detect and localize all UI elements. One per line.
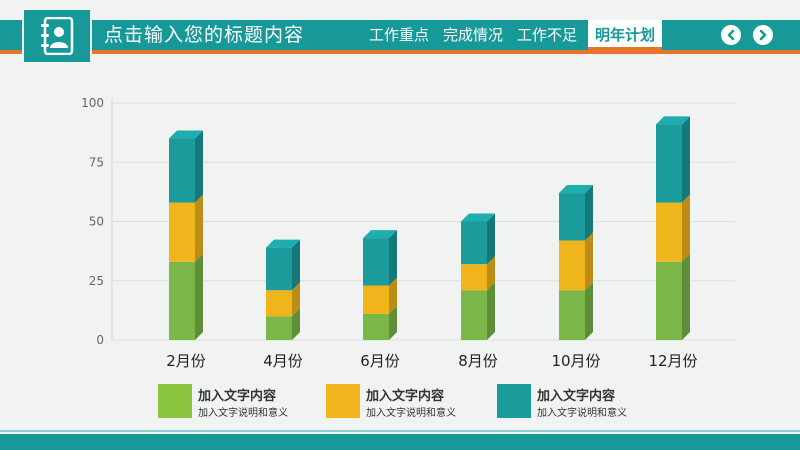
bar-segment-side [292,282,300,317]
bar-segment-side [195,253,203,340]
legend-subtitle-2: 加入文字说明和意义 [366,408,456,419]
bar-segment-side [585,282,593,340]
bar-segment-side [389,230,397,286]
bar-segment [656,124,682,203]
next-button[interactable] [753,25,773,45]
bar-segment [461,221,487,265]
y-tick-label: 50 [89,215,104,229]
prev-button[interactable] [721,25,741,45]
bar-segment [559,193,585,241]
bar-segment [559,290,585,340]
tab-completion-status[interactable]: 完成情况 [443,26,504,44]
x-tick-label: 12月份 [648,352,697,370]
legend-swatch-green [158,384,192,418]
bar-segment [363,313,389,340]
footer-bar [0,434,800,450]
bar-segment [363,238,389,286]
legend-swatch-teal [497,384,531,418]
bar-top-face [461,213,495,222]
bar-segment [656,202,682,262]
bar-segment-side [195,130,203,203]
tab-work-focus[interactable]: 工作重点 [369,26,430,44]
bar-top-face [363,230,397,239]
header-bar [0,20,800,50]
bar-segment-side [682,253,690,340]
bar-segment [266,316,292,340]
bar-segment-side [195,194,203,262]
tab-shortcomings[interactable]: 工作不足 [517,26,578,44]
bar-segment-side [292,239,300,291]
legend-swatch-yellow [326,384,360,418]
legend-subtitle-3: 加入文字说明和意义 [537,408,627,419]
bar-segment-side [487,282,495,340]
x-tick-label: 4月份 [263,352,303,370]
x-tick-label: 6月份 [360,352,400,370]
nav-tabs: 工作重点 完成情况 工作不足 明年计划 [362,20,663,50]
bar-segment-side [487,213,495,265]
y-tick-label: 100 [81,96,104,110]
bar-top-face [169,130,203,139]
bar-segment-side [682,194,690,262]
page-title: 点击输入您的标题内容 [104,24,305,46]
bar-segment [266,247,292,291]
bar-segment [169,261,195,340]
bar-segment [656,261,682,340]
bar-segment-side [292,308,300,340]
header-accent-line [0,50,800,54]
bar-segment [169,138,195,203]
x-tick-label: 8月份 [458,352,498,370]
bar-segment-side [389,305,397,340]
bar-segment [461,264,487,291]
y-tick-label: 75 [89,155,104,169]
y-tick-label: 0 [96,333,104,347]
bar-segment [461,290,487,340]
bar-top-face [559,185,593,194]
y-tick-label: 25 [89,274,104,288]
tab-next-year-plan[interactable]: 明年计划 [588,20,663,50]
bar-segment-side [389,277,397,314]
chart-legend: 加入文字内容 加入文字说明和意义 加入文字内容 加入文字说明和意义 加入文字内容… [0,384,800,424]
contact-book-icon [22,8,92,64]
footer-line [0,430,800,432]
legend-title-3: 加入文字内容 [537,389,616,404]
bar-top-face [266,239,300,248]
bar-segment [559,240,585,291]
x-tick-label: 2月份 [166,352,206,370]
bar-segment [266,290,292,317]
chevron-left-icon [727,29,735,41]
bar-segment-side [585,185,593,241]
bar-segment-side [682,116,690,203]
bar-segment [363,285,389,314]
legend-title-2: 加入文字内容 [366,389,445,404]
legend-title-1: 加入文字内容 [198,389,277,404]
bar-segment [169,202,195,262]
chevron-right-icon [759,29,767,41]
bar-segment-side [585,232,593,291]
bar-segment-side [487,256,495,291]
bar-top-face [656,116,690,125]
legend-subtitle-1: 加入文字说明和意义 [198,408,288,419]
x-tick-label: 10月份 [551,352,600,370]
